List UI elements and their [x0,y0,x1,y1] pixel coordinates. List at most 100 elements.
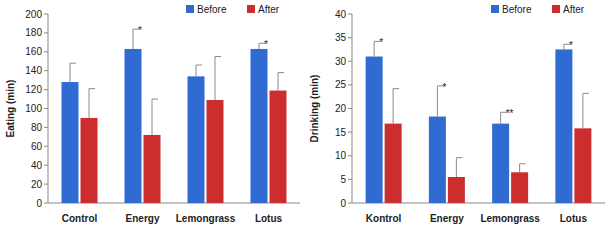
error-bar [89,89,95,118]
tick-mark [44,127,48,128]
category-label: Energy [430,213,464,224]
category-label: Control [62,213,98,224]
tick-mark [44,203,48,204]
bar [555,49,572,203]
bar [270,91,287,203]
tick-label: 5 [340,174,346,185]
bar [144,135,161,203]
error-line [582,93,583,128]
significance-label: ** [506,108,514,119]
tick-label: 25 [335,79,347,90]
bars [62,29,287,203]
error-cap [520,163,526,164]
bar [511,172,528,203]
annotations: ** [138,25,268,50]
tick-label: 200 [25,9,42,20]
legend-label: After [563,4,585,15]
error-cap [583,93,589,94]
tick-mark [348,155,352,156]
error-line [215,57,216,100]
error-cap [152,99,158,100]
error-cap [70,63,76,64]
chart-canvas: 020406080100120140160180200Eating (min)*… [0,0,611,232]
tick-mark [348,108,352,109]
category-label: Kontrol [366,213,402,224]
legend-label: Before [502,4,532,15]
error-cap [393,88,399,89]
error-bar [215,57,221,100]
bar [448,177,465,203]
error-line [437,86,438,117]
error-bar [278,73,284,91]
tick-mark [44,184,48,185]
tick-label: 180 [25,27,42,38]
significance-label: * [379,37,383,48]
error-bar [196,65,202,76]
significance-label: * [569,40,573,51]
error-cap [456,157,462,158]
bar [366,57,383,203]
error-line [278,73,279,91]
category-label: Lotus [560,213,588,224]
error-cap [278,72,284,73]
tick-mark [348,84,352,85]
tick-label: 60 [31,141,43,152]
category-label: Lotus [255,213,283,224]
error-line [259,43,260,49]
error-line [519,164,520,173]
error-bar [393,89,399,124]
category-label: Lemongrass [176,213,236,224]
bar [385,124,402,203]
error-line [196,65,197,76]
legend-swatch [491,5,499,13]
bar [62,82,79,203]
legend-label: Before [197,4,227,15]
tick-mark [348,37,352,38]
legend-label: After [258,4,280,15]
error-bar [583,93,589,128]
error-line [393,89,394,124]
tick-mark [44,165,48,166]
tick-mark [44,146,48,147]
tick-label: 40 [335,9,347,20]
tick-label: 0 [36,198,42,209]
error-line [563,44,564,49]
tick-label: 20 [31,179,43,190]
annotations: ***** [379,37,573,119]
error-line [456,158,457,177]
y-axis [48,14,49,203]
tick-mark [44,108,48,109]
error-bar [70,63,76,82]
error-bar [456,158,462,177]
tick-label: 10 [335,150,347,161]
bar [125,49,142,203]
tick-label: 140 [25,65,42,76]
bar [207,100,224,203]
error-line [89,89,90,118]
bar [574,128,591,203]
tick-mark [44,51,48,52]
tick-mark [44,32,48,33]
bars [366,41,592,203]
tick-label: 100 [25,103,42,114]
error-line [152,99,153,135]
significance-label: * [264,39,268,50]
error-cap [89,88,95,89]
error-cap [215,56,221,57]
category-label: Lemongrass [480,213,540,224]
tick-label: 20 [335,103,347,114]
tick-mark [348,203,352,204]
bar [81,118,98,203]
tick-mark [348,14,352,15]
tick-label: 0 [340,198,346,209]
chart-panel: 020406080100120140160180200Eating (min)*… [5,4,300,225]
legend-swatch [247,5,255,13]
tick-mark [348,179,352,180]
error-bar [520,164,526,173]
legend-swatch [186,5,194,13]
tick-mark [44,70,48,71]
tick-label: 120 [25,84,42,95]
axis-title: Eating (min) [5,80,16,138]
bar [492,124,509,203]
axis-title: Drinking (min) [309,75,320,143]
